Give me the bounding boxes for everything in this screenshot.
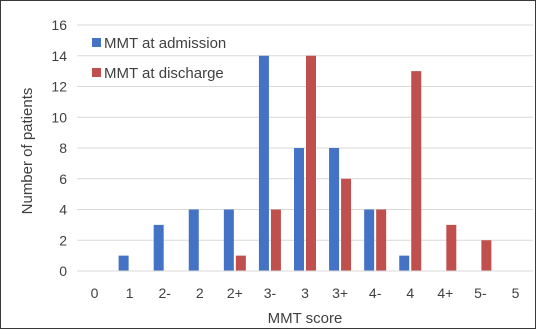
bars bbox=[118, 55, 492, 271]
y-tick-label: 4 bbox=[59, 202, 67, 218]
x-axis-title: MMT score bbox=[268, 310, 343, 327]
bar-discharge-4+ bbox=[446, 224, 457, 271]
x-tick-label: 3+ bbox=[332, 285, 348, 301]
bar-discharge-2+ bbox=[235, 255, 246, 271]
legend-swatch-discharge bbox=[92, 68, 101, 77]
gridlines bbox=[77, 24, 533, 241]
y-axis-title: Number of patients bbox=[19, 88, 36, 215]
bar-admission-4 bbox=[399, 255, 410, 271]
x-tick-label: 5 bbox=[512, 285, 520, 301]
legend-item-admission: MMT at admission bbox=[92, 35, 226, 52]
bar-discharge-3 bbox=[306, 55, 316, 271]
y-tick-label: 8 bbox=[59, 140, 67, 156]
legend: MMT at admission MMT at discharge bbox=[92, 35, 226, 82]
x-tick-label: 2 bbox=[196, 285, 204, 301]
bar-admission-4- bbox=[364, 209, 375, 271]
bar-admission-1 bbox=[118, 255, 129, 271]
x-tick-label: 0 bbox=[91, 285, 99, 301]
x-axis-ticks: 0 1 2- 2 2+ 3- 3 3+ 4- 4 4+ 5- 5 bbox=[91, 285, 520, 301]
bar-discharge-5- bbox=[481, 240, 492, 271]
y-tick-label: 12 bbox=[51, 79, 67, 95]
x-tick-label: 3 bbox=[301, 285, 309, 301]
x-tick-label: 2+ bbox=[227, 285, 243, 301]
y-tick-label: 2 bbox=[59, 232, 67, 248]
legend-label-discharge: MMT at discharge bbox=[104, 65, 224, 82]
y-tick-label: 10 bbox=[51, 109, 67, 125]
y-tick-label: 6 bbox=[59, 171, 67, 187]
bar-admission-2+ bbox=[223, 209, 234, 271]
x-tick-label: 1 bbox=[126, 285, 134, 301]
bar-discharge-3+ bbox=[341, 178, 352, 271]
x-tick-label: 4 bbox=[406, 285, 414, 301]
legend-swatch-admission bbox=[92, 38, 101, 47]
legend-item-discharge: MMT at discharge bbox=[92, 65, 224, 82]
bar-admission-3- bbox=[258, 55, 269, 271]
y-tick-label: 16 bbox=[51, 17, 67, 33]
legend-label-admission: MMT at admission bbox=[104, 35, 226, 52]
bar-admission-3 bbox=[294, 148, 304, 271]
bar-admission-2 bbox=[188, 209, 199, 271]
bar-admission-3+ bbox=[329, 148, 340, 271]
x-tick-label: 4+ bbox=[437, 285, 453, 301]
bar-admission-2- bbox=[153, 224, 164, 271]
x-tick-label: 4- bbox=[369, 285, 382, 301]
x-tick-label: 2- bbox=[158, 285, 171, 301]
x-tick-label: 3- bbox=[264, 285, 277, 301]
y-tick-label: 14 bbox=[51, 48, 67, 64]
bar-discharge-4- bbox=[376, 209, 387, 271]
x-tick-label: 5- bbox=[474, 285, 487, 301]
y-axis-ticks: 0 2 4 6 8 10 12 14 16 bbox=[51, 17, 67, 279]
y-tick-label: 0 bbox=[59, 263, 67, 279]
bar-discharge-4 bbox=[411, 71, 422, 271]
bar-discharge-3- bbox=[270, 209, 281, 271]
